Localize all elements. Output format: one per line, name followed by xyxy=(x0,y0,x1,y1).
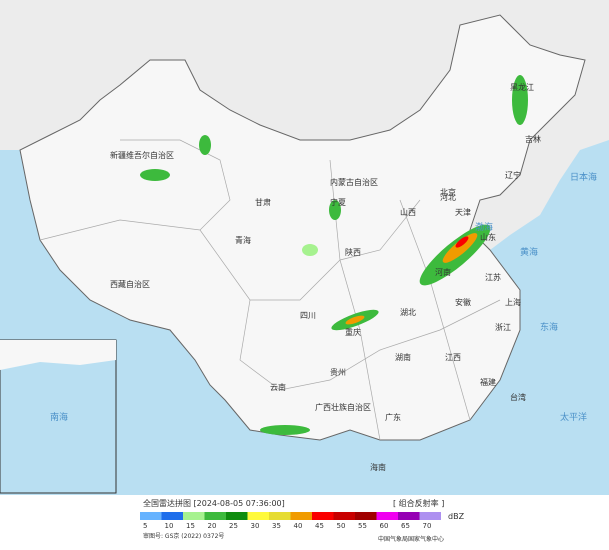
province-label: 贵州 xyxy=(330,367,346,377)
province-label: 北京 xyxy=(440,187,456,197)
legend-value: 25 xyxy=(229,522,238,530)
sea-label: 东海 xyxy=(540,321,558,333)
legend-value: 15 xyxy=(186,522,195,530)
province-label: 江苏 xyxy=(485,272,501,282)
province-label: 河南 xyxy=(435,267,451,277)
province-label: 宁夏 xyxy=(330,197,346,207)
korea-land xyxy=(440,60,609,250)
legend-swatch xyxy=(333,512,355,520)
province-label: 浙江 xyxy=(495,322,511,332)
legend-value: 50 xyxy=(337,522,346,530)
province-label: 福建 xyxy=(480,377,496,387)
province-label: 江西 xyxy=(445,353,461,362)
province-label: 黑龙江 xyxy=(510,82,534,92)
legend-swatch xyxy=(226,512,248,520)
province-label: 重庆 xyxy=(345,327,361,337)
legend-swatch xyxy=(312,512,334,520)
province-label: 陕西 xyxy=(345,247,361,257)
legend-swatch xyxy=(355,512,377,520)
province-label: 辽宁 xyxy=(505,170,521,180)
sea-label: 太平洋 xyxy=(560,411,587,423)
province-label: 甘肃 xyxy=(255,197,271,207)
province-label: 湖北 xyxy=(400,308,416,317)
legend-swatch xyxy=(204,512,226,520)
legend-value: 10 xyxy=(165,522,174,530)
province-label: 西藏自治区 xyxy=(110,279,150,289)
source: 中国气象局国家气象中心 xyxy=(378,535,444,543)
legend-swatch xyxy=(290,512,312,520)
province-label: 广东 xyxy=(385,412,401,422)
province-label: 新疆维吾尔自治区 xyxy=(110,150,174,160)
legend-swatch xyxy=(140,512,162,520)
province-label: 内蒙古自治区 xyxy=(330,177,378,187)
legend-value: 20 xyxy=(208,522,217,530)
legend-swatch xyxy=(376,512,398,520)
legend-swatch xyxy=(247,512,269,520)
sea-label: 日本海 xyxy=(570,171,597,183)
radar-echoes xyxy=(140,75,528,435)
legend-swatch xyxy=(419,512,441,520)
province-label: 台湾 xyxy=(510,392,526,402)
color-legend: 5 10 15 20 25 30 35 40 45 50 55 60 65 70 xyxy=(140,512,441,530)
legend-swatch xyxy=(183,512,205,520)
sea-label: 渤海 xyxy=(475,221,493,233)
legend-value: 70 xyxy=(423,522,432,530)
province-label: 海南 xyxy=(370,462,386,472)
legend-value: 55 xyxy=(358,522,367,530)
approval-number: 审图号: GS京 (2022) 0372号 xyxy=(143,532,224,540)
sea-label: 南海 xyxy=(50,411,68,423)
legend-value: 30 xyxy=(251,522,260,530)
legend-value: 60 xyxy=(380,522,389,530)
province-label: 四川 xyxy=(300,311,316,320)
province-label: 云南 xyxy=(270,382,286,392)
province-label: 青海 xyxy=(235,235,251,245)
legend-value: 5 xyxy=(143,522,147,530)
legend-value: 65 xyxy=(401,522,410,530)
province-label: 山东 xyxy=(480,232,496,242)
south-china-sea-inset xyxy=(0,339,117,494)
province-label: 吉林 xyxy=(525,134,541,144)
product-name: [ 组合反射率 ] xyxy=(393,498,444,508)
province-label: 河北 xyxy=(440,192,456,202)
province-label: 山西 xyxy=(400,207,416,217)
province-label: 天津 xyxy=(455,207,471,217)
province-label: 安徽 xyxy=(455,297,471,307)
legend-swatch xyxy=(161,512,183,520)
legend-swatch xyxy=(398,512,420,520)
legend-value: 45 xyxy=(315,522,324,530)
legend-value: 40 xyxy=(294,522,303,530)
footer-background xyxy=(0,495,609,546)
unit-label: dBZ xyxy=(448,512,465,521)
legend-value: 35 xyxy=(272,522,281,530)
legend-swatch xyxy=(269,512,291,520)
province-label: 湖南 xyxy=(395,352,411,362)
province-label: 上海 xyxy=(505,297,521,307)
china-land xyxy=(19,14,586,441)
province-label: 广西壮族自治区 xyxy=(315,402,371,412)
sea-label: 黄海 xyxy=(520,246,538,258)
footer-title: 全国雷达拼图 [2024-08-05 07:36:00] xyxy=(143,498,285,508)
